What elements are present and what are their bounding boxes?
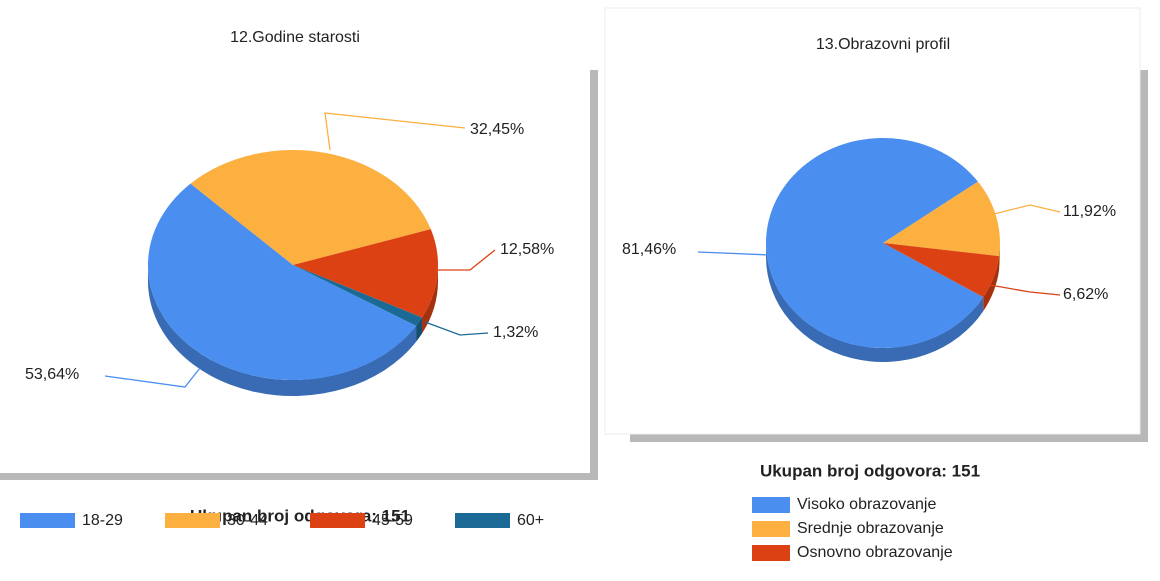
legend-label: 45-59	[372, 512, 413, 529]
legend-label: 30-44	[227, 512, 268, 529]
data-label: 81,46%	[622, 241, 676, 258]
leader-line	[424, 321, 489, 336]
leader-line	[989, 204, 1061, 216]
leader-line	[697, 251, 771, 256]
data-label: 11,92%	[1063, 203, 1116, 220]
legend-swatch	[752, 521, 790, 537]
legend-swatch	[752, 497, 790, 513]
panel-shadow	[630, 434, 1148, 442]
slice-side	[416, 317, 423, 342]
slice	[293, 229, 438, 318]
slice	[883, 243, 1000, 298]
data-label: 32,45%	[470, 121, 524, 138]
total-note: Ukupan broj odgovora: 151	[760, 461, 980, 480]
chart-title: 13.Obrazovni profil	[816, 36, 950, 53]
slice-side	[147, 265, 417, 396]
data-label: 6,62%	[1063, 286, 1108, 303]
legend-label: 18-29	[82, 512, 123, 529]
legend-swatch	[310, 513, 365, 528]
chart-title: 12.Godine starosti	[230, 29, 360, 46]
slice	[766, 138, 984, 348]
legend-swatch	[20, 513, 75, 528]
slice	[190, 150, 431, 265]
leader-line	[989, 284, 1061, 296]
slice-side	[983, 256, 1000, 312]
slice	[293, 265, 423, 326]
panel-shadow	[0, 473, 598, 480]
leader-line	[324, 112, 466, 151]
legend-swatch	[752, 545, 790, 561]
slice-side	[422, 265, 439, 334]
panel-shadow	[590, 70, 598, 480]
legend-swatch	[165, 513, 220, 528]
leader-line	[104, 367, 201, 388]
legend-label: Srednje obrazovanje	[797, 520, 944, 537]
slice	[147, 183, 417, 381]
data-label: 53,64%	[25, 366, 79, 383]
leader-line	[420, 249, 496, 271]
legend-label: Osnovno obrazovanje	[797, 544, 953, 561]
panel-shadow	[1140, 70, 1148, 442]
data-label: 12,58%	[500, 241, 554, 258]
legend-label: Visoko obrazovanje	[797, 496, 936, 513]
legend-label: 60+	[517, 512, 544, 529]
slice	[883, 181, 1001, 257]
legend-swatch	[455, 513, 510, 528]
slice-side	[999, 243, 1000, 271]
slice-side	[766, 243, 984, 363]
data-label: 1,32%	[493, 324, 538, 341]
